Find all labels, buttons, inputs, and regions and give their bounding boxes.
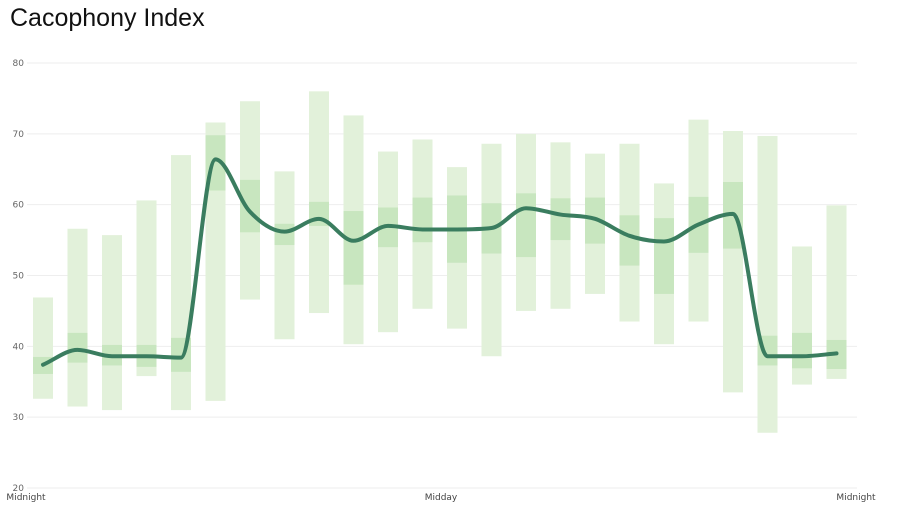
outer-range-layer [33, 91, 847, 433]
range-bar-inner [274, 223, 295, 246]
y-tick-label: 40 [13, 342, 25, 352]
range-bar-inner [792, 332, 812, 369]
y-tick-label: 20 [13, 484, 25, 494]
range-bar-inner [343, 211, 364, 285]
y-tick-label: 30 [13, 413, 25, 423]
series-line [41, 157, 839, 367]
line-layer [41, 157, 839, 367]
range-bar-outer [102, 235, 122, 411]
range-bar-outer [33, 297, 53, 399]
range-bar-outer [757, 135, 778, 433]
x-tick-label: Midday [425, 493, 458, 503]
range-bar-outer [136, 200, 157, 377]
range-bar-inner [516, 193, 536, 258]
y-tick-label: 60 [13, 201, 25, 211]
range-bar-inner [619, 215, 640, 266]
range-bar-outer [723, 131, 743, 393]
x-tick-label: Midnight [6, 493, 46, 503]
range-bar-inner [654, 218, 674, 294]
y-tick-label: 70 [13, 130, 25, 140]
y-tick-label: 80 [13, 59, 25, 69]
range-bar-outer [274, 171, 295, 340]
range-bar-inner [240, 179, 260, 233]
range-bar-outer [205, 122, 226, 401]
y-tick-label: 50 [13, 272, 25, 282]
range-bar-outer [826, 205, 847, 379]
range-bar-inner [67, 332, 88, 363]
axis-label-layer: 20 30 40 50 60 70 80 Midnight Midday Midnight [6, 59, 876, 503]
grid-layer [27, 62, 857, 489]
range-bar-inner [412, 197, 433, 243]
x-tick-label: Midnight [836, 493, 876, 503]
chart-title: Cacophony Index [10, 4, 205, 32]
range-bar-inner [550, 198, 571, 241]
range-bar-outer [67, 228, 88, 407]
